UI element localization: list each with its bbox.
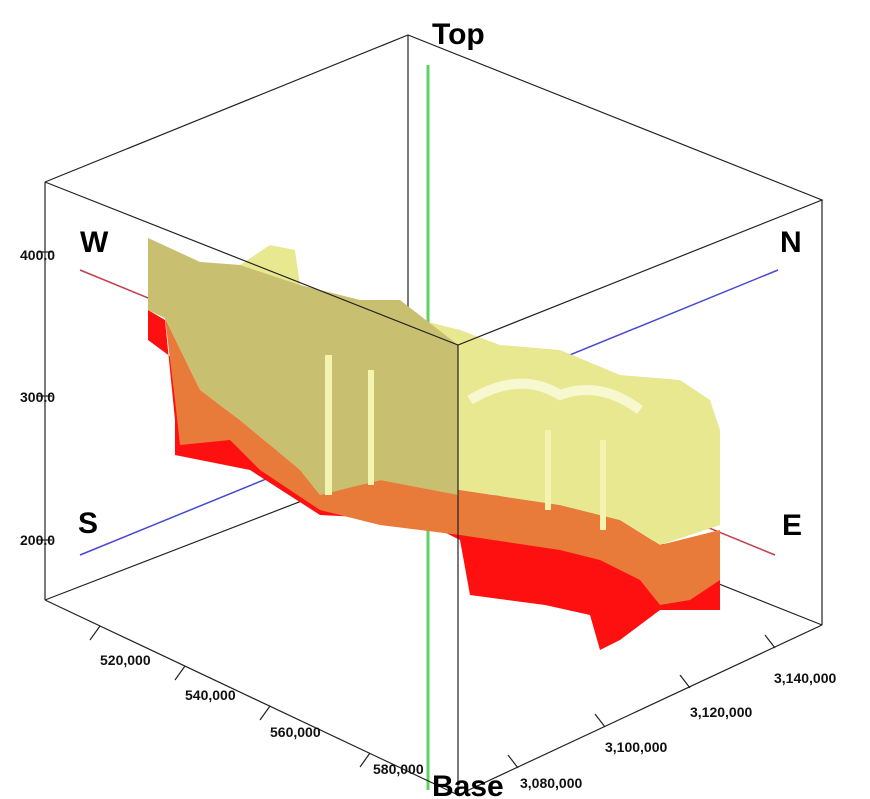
tick-mark [764,634,776,649]
vertical-tick-label: 200.0 [20,532,55,548]
tick-mark [679,674,691,689]
direction-label: Base [432,770,504,799]
vertical-tick-label: 300.0 [20,389,55,405]
easting-tick-label: 580,000 [373,761,424,777]
tick-mark [174,665,186,681]
box-edge [457,624,823,796]
surface-highlight [467,378,643,415]
northing-tick-label: 3,080,000 [520,775,582,791]
easting-tick-label: 540,000 [185,687,236,703]
tick-mark [594,713,606,728]
highlight [545,430,551,510]
tick-mark [507,754,519,769]
yellow-side [148,238,458,495]
orange-layer [165,318,720,605]
vertical-tick-label: 400.0 [20,247,55,263]
direction-label: Top [432,18,485,51]
easting-tick-label: 520,000 [100,652,151,668]
tick-mark [259,705,271,721]
easting-tick-label: 560,000 [270,724,321,740]
red-layer [148,310,720,650]
direction-label: W [80,226,109,259]
box-edge [44,599,459,796]
tick-mark [359,752,371,768]
direction-label: S [78,507,98,540]
direction-label: E [782,509,802,542]
highlight [368,370,374,485]
highlight [325,355,332,495]
geology-body [148,238,720,650]
highlight [600,440,606,530]
direction-label: N [780,226,802,259]
northing-tick-label: 3,100,000 [605,739,667,755]
tick-mark [89,625,101,641]
northing-tick-label: 3,120,000 [690,704,752,720]
northing-tick-label: 3,140,000 [774,670,836,686]
